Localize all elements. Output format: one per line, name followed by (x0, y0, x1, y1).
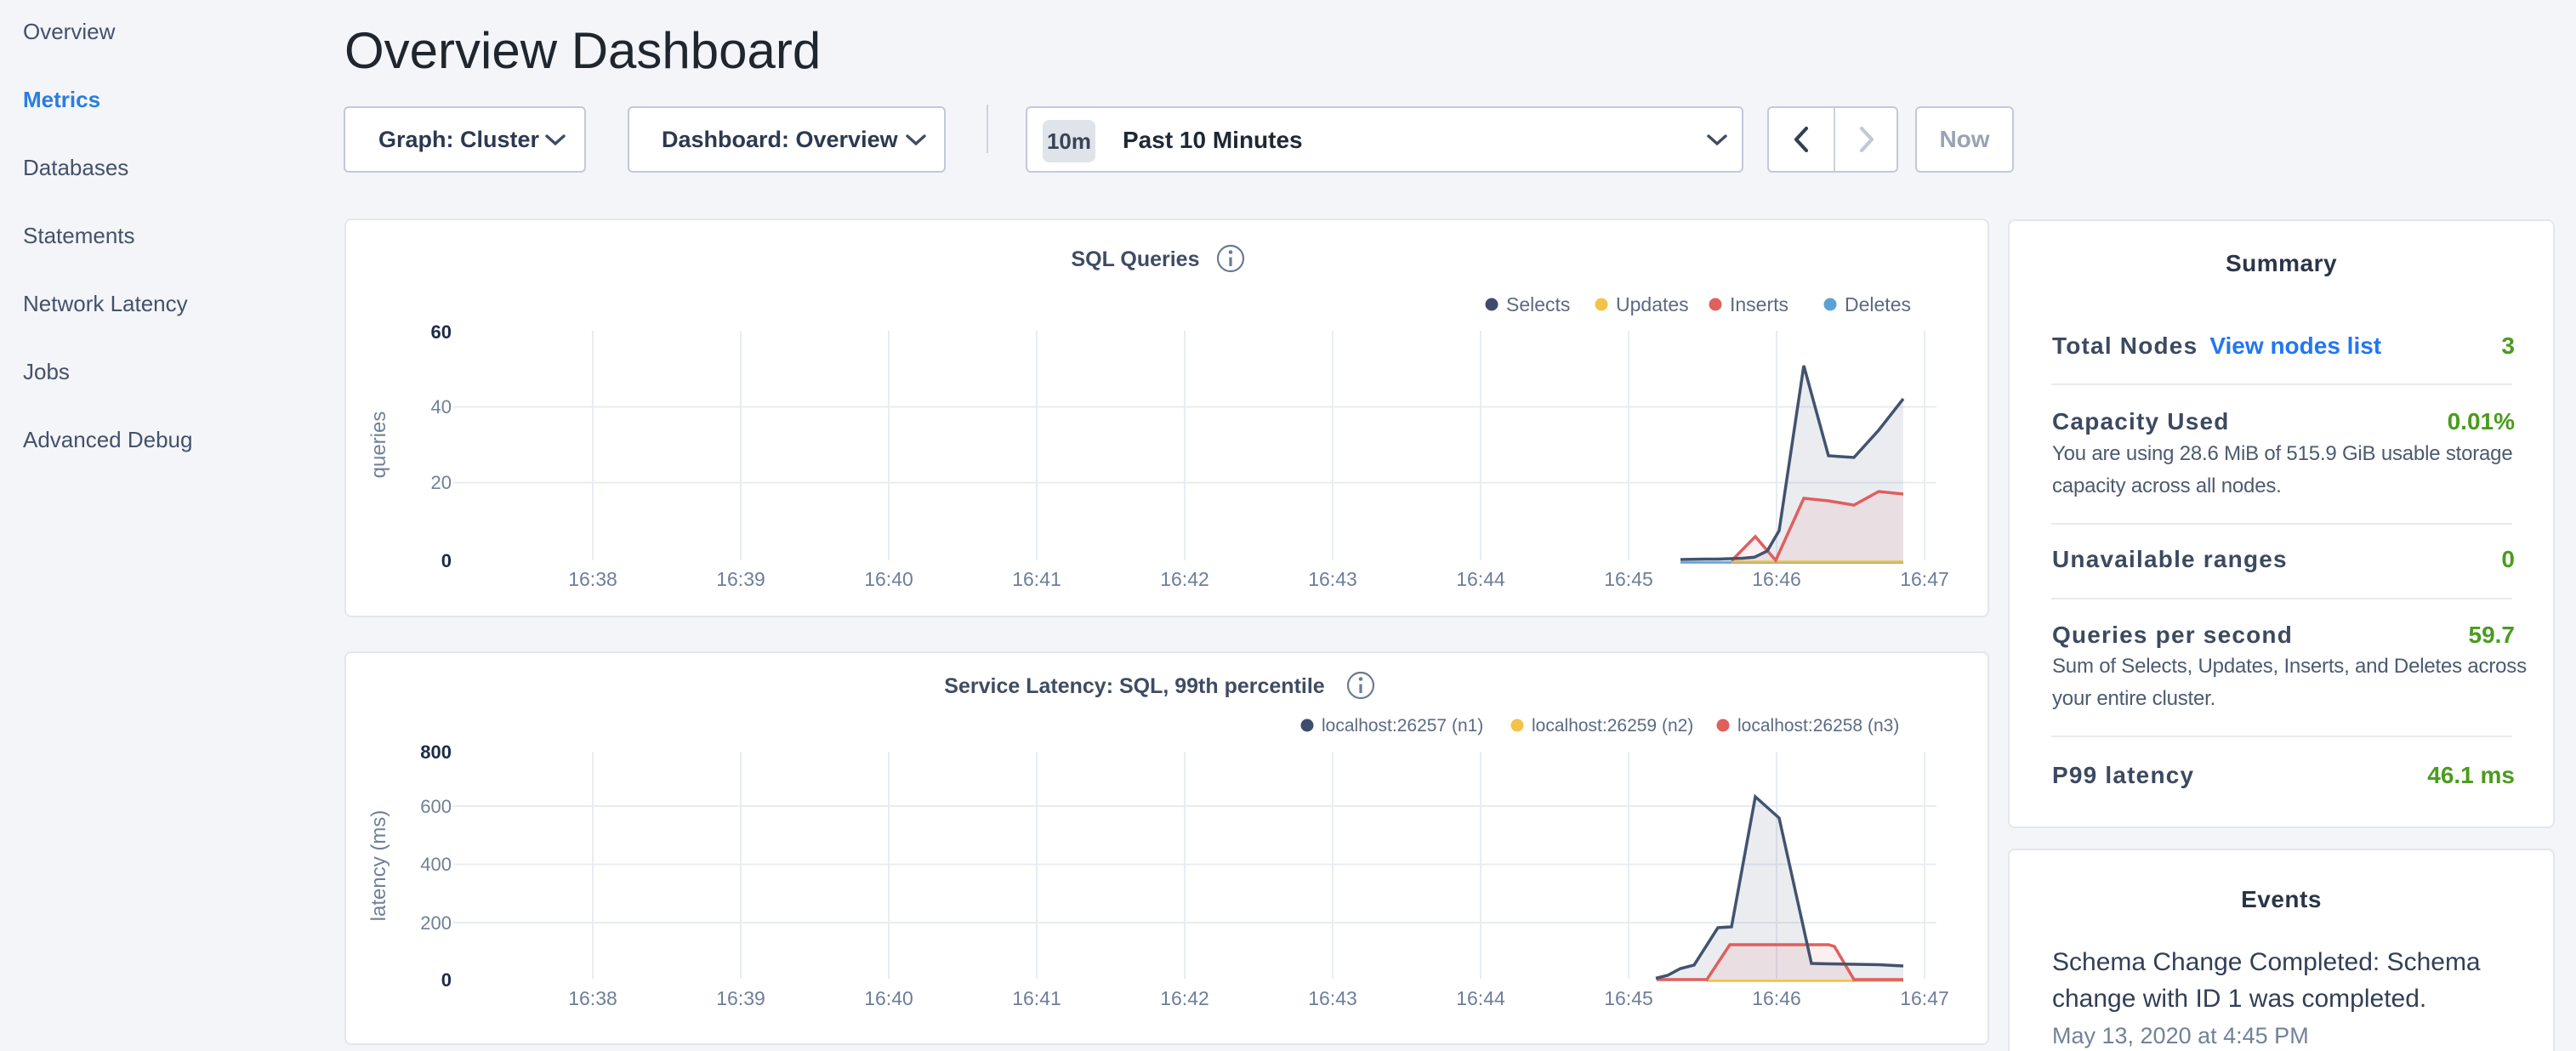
svg-text:Selects: Selects (1506, 293, 1570, 315)
svg-text:16:45: 16:45 (1604, 987, 1653, 1009)
svg-text:Updates: Updates (1616, 293, 1689, 315)
svg-text:60: 60 (431, 321, 452, 343)
svg-text:16:39: 16:39 (716, 568, 765, 590)
svg-text:16:47: 16:47 (1900, 568, 1949, 590)
svg-text:200: 200 (420, 912, 452, 934)
svg-text:16:44: 16:44 (1456, 987, 1505, 1009)
svg-text:16:41: 16:41 (1012, 987, 1061, 1009)
svg-text:0: 0 (441, 969, 452, 991)
svg-text:16:40: 16:40 (864, 987, 913, 1009)
svg-text:16:39: 16:39 (716, 987, 765, 1009)
svg-text:16:38: 16:38 (568, 987, 617, 1009)
svg-text:16:43: 16:43 (1308, 568, 1357, 590)
svg-text:16:47: 16:47 (1900, 987, 1949, 1009)
svg-text:Service Latency: SQL, 99th per: Service Latency: SQL, 99th percentile (944, 674, 1324, 698)
svg-text:16:41: 16:41 (1012, 568, 1061, 590)
svg-text:localhost:26259 (n2): localhost:26259 (n2) (1532, 716, 1693, 736)
svg-text:16:38: 16:38 (568, 568, 617, 590)
svg-text:queries: queries (367, 412, 390, 479)
svg-text:localhost:26258 (n3): localhost:26258 (n3) (1737, 716, 1899, 736)
svg-text:800: 800 (420, 741, 452, 763)
svg-text:16:40: 16:40 (864, 568, 913, 590)
svg-text:latency (ms): latency (ms) (367, 810, 390, 922)
svg-text:Inserts: Inserts (1730, 293, 1788, 315)
svg-text:20: 20 (431, 472, 452, 493)
svg-text:0: 0 (441, 550, 452, 571)
svg-text:Deletes: Deletes (1845, 293, 1911, 315)
svg-text:SQL Queries: SQL Queries (1072, 247, 1200, 271)
svg-text:16:42: 16:42 (1160, 568, 1209, 590)
svg-text:localhost:26257 (n1): localhost:26257 (n1) (1322, 716, 1483, 736)
svg-text:400: 400 (420, 854, 452, 875)
svg-text:16:46: 16:46 (1752, 568, 1801, 590)
svg-text:16:42: 16:42 (1160, 987, 1209, 1009)
svg-text:16:43: 16:43 (1308, 987, 1357, 1009)
svg-text:16:46: 16:46 (1752, 987, 1801, 1009)
svg-text:40: 40 (431, 396, 452, 418)
svg-text:16:45: 16:45 (1604, 568, 1653, 590)
svg-text:600: 600 (420, 796, 452, 817)
svg-text:16:44: 16:44 (1456, 568, 1505, 590)
